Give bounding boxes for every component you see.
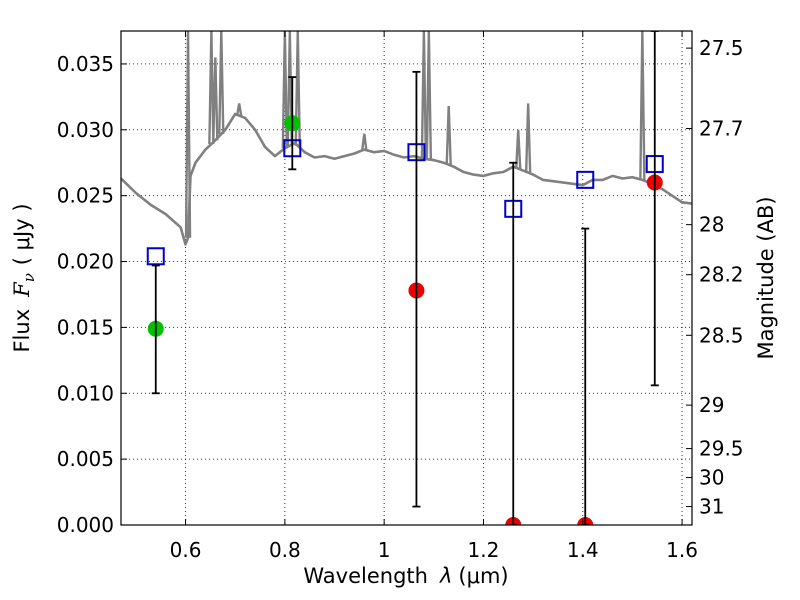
right-axis-title: Magnitude (AB) (754, 196, 778, 359)
x-axis-symbol: λ (439, 564, 452, 588)
y-tick-label: 0.020 (57, 250, 114, 274)
right-tick-label: 27.7 (699, 116, 744, 140)
emission-line (361, 133, 368, 150)
y-axis-unit: ( μJy ) (10, 203, 34, 265)
right-tick-label: 28 (699, 213, 724, 237)
x-axis-unit: (μm) (458, 564, 508, 588)
emission-line (425, 31, 433, 160)
emission-line (639, 31, 646, 180)
x-tick-label: 0.6 (170, 538, 202, 562)
x-tick-label: 1 (378, 538, 391, 562)
x-tick-label: 1.2 (468, 538, 500, 562)
model-band-square (146, 247, 165, 266)
emission-line (281, 31, 289, 149)
x-tick-label: 1.6 (666, 538, 698, 562)
emission-line (218, 31, 225, 135)
emission-line (294, 31, 301, 146)
y-tick-label: 0.005 (57, 447, 114, 471)
x-axis-title-text: Wavelength (303, 564, 428, 588)
emission-line (212, 57, 219, 141)
x-tick-label: 0.8 (269, 538, 301, 562)
right-tick-label: 27.5 (699, 36, 744, 60)
y-tick-label: 0.025 (57, 184, 114, 208)
y-axis-title-text: Flux (10, 309, 34, 353)
y-axis-subscript: ν (20, 273, 38, 282)
right-tick-label: 31 (699, 495, 724, 519)
plot-background (121, 31, 692, 525)
emission-line (420, 31, 428, 159)
data-layer (121, 31, 692, 525)
emission-line (286, 31, 294, 146)
y-axis-symbol: F (10, 281, 34, 298)
plot-frame (120, 30, 693, 526)
right-tick-label: 29 (699, 393, 724, 417)
x-tick-label: 1.4 (567, 538, 599, 562)
emission-line (208, 31, 215, 145)
emission-line (235, 103, 243, 116)
y-axis-title: Flux Fν ( μJy ) (10, 203, 38, 352)
emission-line (445, 106, 452, 165)
x-axis-title: Wavelength λ (μm) (303, 564, 508, 588)
right-tick-label: 30 (699, 466, 724, 490)
y-tick-label: 0.010 (57, 381, 114, 405)
emission-line (515, 129, 522, 169)
y-tick-label: 0.000 (57, 513, 114, 537)
y-tick-label: 0.035 (57, 52, 114, 76)
model-band-square (576, 170, 595, 189)
right-tick-label: 28.5 (699, 323, 744, 347)
ticks: 0.6 0.8 1 1.2 1.4 1.6 0.000 0.005 0.010 0.015 0.02… (57, 31, 744, 562)
sed-line (121, 112, 692, 246)
y-tick-label: 0.030 (57, 118, 114, 142)
y-tick-label: 0.015 (57, 315, 114, 339)
right-tick-label: 29.5 (699, 437, 744, 461)
emission-line (184, 31, 192, 238)
right-tick-label: 28.2 (699, 263, 744, 287)
emission-line (524, 103, 532, 173)
